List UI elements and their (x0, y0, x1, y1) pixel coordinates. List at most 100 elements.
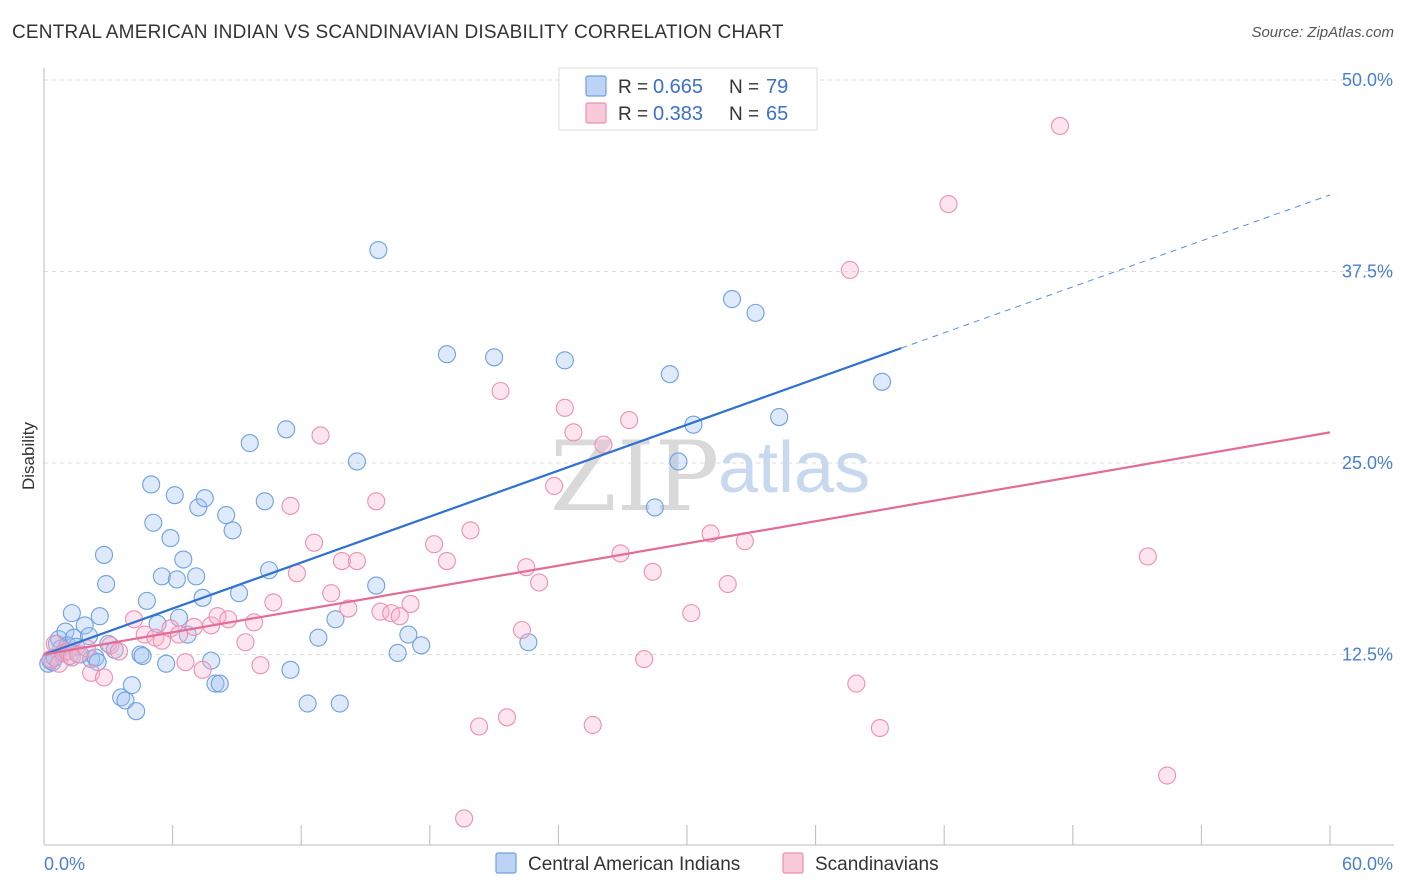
point-scandinavians (347, 551, 366, 571)
point-central-american-indians (62, 604, 81, 623)
bottom-legend-swatch-pink (782, 852, 804, 874)
point-scandinavians (367, 492, 386, 511)
point-central-american-indians (157, 654, 176, 673)
point-scandinavians (564, 423, 583, 442)
legend-r-label-2: R = (618, 104, 648, 125)
y-tick-label: 50.0% (1342, 70, 1393, 90)
point-central-american-indians (298, 694, 317, 713)
point-central-american-indians (189, 498, 208, 517)
point-scandinavians (401, 594, 420, 613)
point-central-american-indians (369, 241, 388, 260)
point-scandinavians (109, 642, 129, 661)
point-central-american-indians (645, 498, 664, 517)
point-scandinavians (512, 620, 532, 640)
point-central-american-indians (746, 303, 765, 322)
point-central-american-indians (88, 653, 107, 672)
point-central-american-indians (142, 475, 161, 494)
point-central-american-indians (255, 492, 274, 511)
legend-r-value-2: 0.383 (653, 103, 703, 125)
point-central-american-indians (187, 567, 206, 586)
legend-n-label-1: N = (729, 77, 759, 98)
point-central-american-indians (485, 348, 504, 367)
point-central-american-indians (217, 506, 236, 525)
point-central-american-indians (97, 574, 116, 594)
point-scandinavians (264, 593, 283, 612)
point-central-american-indians (722, 290, 742, 309)
point-scandinavians (169, 625, 189, 644)
x-tick-label: 0.0% (44, 854, 85, 874)
point-scandinavians (332, 551, 351, 571)
point-central-american-indians (165, 486, 184, 505)
x-tick-labels: 0.0% 60.0% (44, 854, 1393, 874)
point-scandinavians (193, 660, 212, 679)
point-scandinavians (643, 562, 662, 581)
point-scandinavians (583, 715, 602, 735)
point-scandinavians (437, 551, 456, 571)
point-scandinavians (847, 674, 866, 693)
point-central-american-indians (367, 576, 386, 595)
point-central-american-indians (152, 567, 171, 586)
point-central-american-indians (137, 591, 156, 610)
point-scandinavians (545, 476, 564, 496)
source-credit: Source: ZipAtlas.com (1251, 24, 1394, 41)
point-central-american-indians (210, 674, 229, 693)
bottom-legend: Central American Indians Scandinavians (495, 852, 939, 875)
point-central-american-indians (90, 607, 109, 626)
trend-line-extension-central-american-indians (901, 194, 1331, 349)
point-scandinavians (94, 668, 114, 687)
point-scandinavians (176, 653, 195, 672)
point-central-american-indians (240, 434, 259, 453)
point-central-american-indians (281, 660, 300, 679)
point-scandinavians (339, 599, 358, 618)
legend-n-value-1: 79 (766, 76, 788, 98)
point-central-american-indians (660, 365, 679, 384)
trend-line-central-american-indians (43, 347, 902, 656)
legend-swatch-pink (585, 102, 607, 124)
point-central-american-indians (133, 646, 152, 666)
legend-r-value-1: 0.665 (653, 76, 703, 98)
y-tick-labels: 12.5% 25.0% 37.5% 50.0% (1342, 70, 1393, 665)
point-scandinavians (390, 607, 409, 626)
y-tick-label: 37.5% (1342, 262, 1393, 282)
point-central-american-indians (347, 452, 366, 471)
point-scandinavians (682, 604, 701, 623)
point-central-american-indians (309, 628, 328, 647)
axes (43, 68, 1394, 846)
bottom-legend-label-1: Central American Indians (528, 854, 740, 875)
point-scandinavians (281, 496, 300, 515)
point-central-american-indians (388, 643, 407, 663)
point-central-american-indians (399, 625, 418, 644)
point-central-american-indians (223, 521, 242, 540)
point-central-american-indians (161, 529, 180, 548)
trend-lines (43, 194, 1331, 656)
legend: R = 0.665 N = 79 R = 0.383 N = 65 (558, 67, 818, 131)
point-central-american-indians (122, 676, 141, 695)
point-scandinavians (491, 381, 510, 401)
point-scandinavians (470, 717, 489, 736)
point-scandinavians (840, 260, 859, 280)
gridlines (44, 79, 1394, 655)
point-scandinavians (461, 521, 480, 540)
point-scandinavians (497, 708, 517, 727)
point-central-american-indians (669, 452, 688, 471)
point-scandinavians (939, 195, 958, 214)
bottom-legend-label-2: Scandinavians (815, 854, 939, 875)
y-tick-label: 12.5% (1342, 645, 1393, 665)
point-central-american-indians (872, 372, 892, 391)
point-scandinavians (311, 426, 330, 445)
point-central-american-indians (555, 351, 574, 370)
point-scandinavians (322, 584, 341, 603)
point-scandinavians (236, 633, 255, 652)
watermark-atlas: atlas (718, 428, 870, 508)
point-central-american-indians (167, 570, 186, 589)
legend-n-value-2: 65 (766, 103, 788, 125)
point-central-american-indians (75, 616, 94, 635)
point-central-american-indians (326, 610, 345, 629)
x-tick-label: 60.0% (1342, 854, 1393, 874)
point-scandinavians (718, 574, 737, 594)
point-scandinavians (594, 435, 613, 454)
point-central-american-indians (437, 345, 456, 364)
legend-n-label-2: N = (729, 104, 759, 125)
chart-title: CENTRAL AMERICAN INDIAN VS SCANDINAVIAN … (12, 22, 784, 43)
